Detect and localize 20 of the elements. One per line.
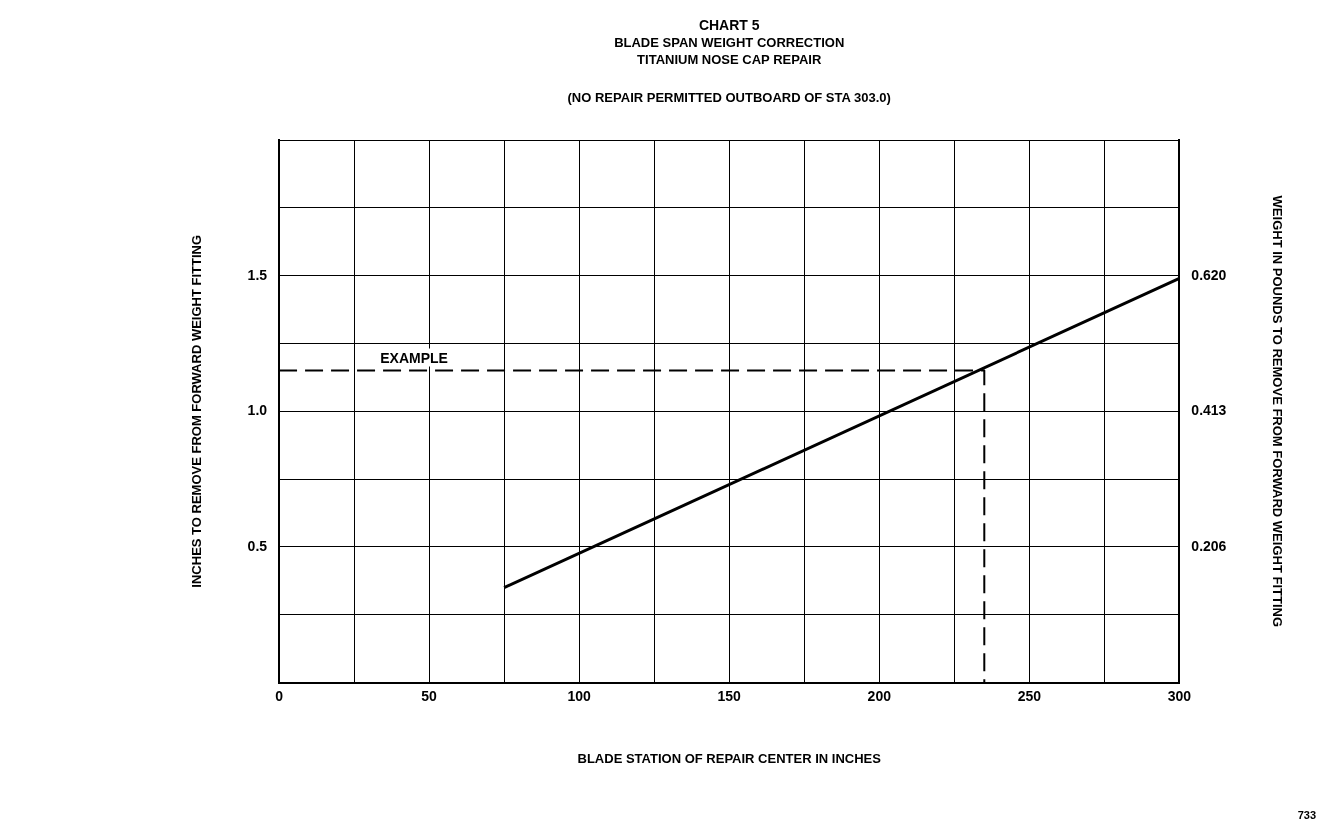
x-tick-label: 50 [421, 687, 438, 704]
y2-tick-label: 0.206 [1191, 538, 1227, 555]
text: 733 [1297, 809, 1316, 821]
x-tick-label: 250 [1017, 687, 1042, 704]
y2-tick-label: 0.620 [1191, 266, 1227, 283]
x-axis-title: BLADE STATION OF REPAIR CENTER IN INCHES [577, 750, 882, 766]
x-tick-label: 0 [275, 687, 284, 704]
x-tick-label: 200 [867, 687, 892, 704]
x-tick-label: 100 [567, 687, 592, 704]
y-tick-label: 1.5 [247, 266, 268, 283]
x-tick-label: 150 [717, 687, 742, 704]
y-tick-label: 0.5 [247, 537, 268, 554]
y2-tick-label: 0.413 [1191, 402, 1227, 419]
x-tick-label: 300 [1167, 687, 1192, 704]
annotation: EXAMPLE [380, 349, 448, 366]
chart-title: CHART 5 BLADE SPAN WEIGHT CORRECTION TITANIUM NOSE CAP REPAIR [614, 17, 845, 67]
y-tick-label: 1.0 [247, 402, 268, 419]
y2-axis-title: WEIGHT IN POUNDS TO REMOVE FROM FORWARD WEIGHT FITTING [1269, 195, 1285, 627]
y-axis-title: INCHES TO REMOVE FROM FORWARD WEIGHT FITTING [189, 234, 205, 588]
chart-subtitle: (NO REPAIR PERMITTED OUTBOARD OF STA 303.0) [567, 90, 891, 105]
